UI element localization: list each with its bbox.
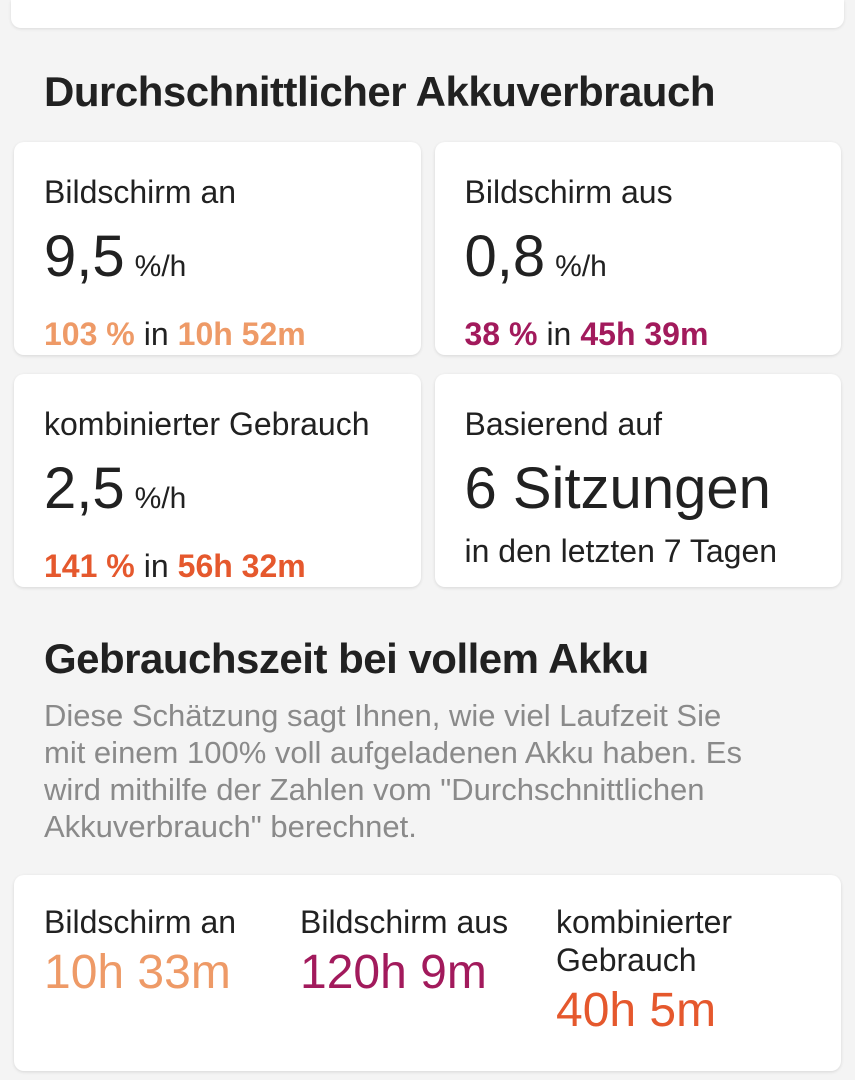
card-based-on-label: Basierend auf xyxy=(464,406,662,442)
card-screen-off-rate: 0,8 %/h xyxy=(465,224,812,305)
card-screen-off-stat: 38 % in 45h 39m xyxy=(465,315,812,353)
stat-connector: in xyxy=(143,316,169,352)
stat-connector: in xyxy=(546,316,572,352)
usage-col-screen-on: Bildschirm an 10h 33m xyxy=(44,903,300,1071)
avg-consumption-grid: Bildschirm an 9,5 %/h 103 % in 10h 52m Bild… xyxy=(14,142,841,587)
usage-time-description: Diese Schätzung sagt Ihnen, wie viel Lau… xyxy=(44,698,742,844)
card-combined-use-stat: 141 % in 56h 32m xyxy=(44,547,391,585)
card-combined-use-label: kombinierter Gebrauch xyxy=(44,406,370,442)
usage-time-card: Bildschirm an 10h 33m Bildschirm aus 120… xyxy=(14,875,841,1071)
avg-consumption-title: Durchschnittlicher Akkuverbrauch xyxy=(44,68,715,115)
card-screen-on-label: Bildschirm an xyxy=(44,174,237,210)
usage-value: 10h 33m xyxy=(44,946,231,999)
usage-value: 40h 5m xyxy=(556,984,717,1037)
card-screen-on: Bildschirm an 9,5 %/h 103 % in 10h 52m xyxy=(14,142,421,355)
usage-label: Bildschirm an xyxy=(44,904,237,940)
card-screen-off-label: Bildschirm aus xyxy=(464,174,673,210)
sessions-period: in den letzten 7 Tagen xyxy=(464,533,778,569)
rate-unit: %/h xyxy=(555,250,607,283)
card-screen-on-rate: 9,5 %/h xyxy=(44,224,391,305)
rate-value: 9,5 xyxy=(44,224,125,289)
stat-duration: 10h 52m xyxy=(177,316,306,352)
previous-card-bottom-edge xyxy=(11,0,844,28)
card-based-on-sessions: Basierend auf 6 Sitzungen in den letzten… xyxy=(434,374,841,587)
stat-percent: 103 % xyxy=(44,316,135,352)
card-combined-use-rate: 2,5 %/h xyxy=(44,456,391,537)
rate-value: 0,8 xyxy=(464,224,546,289)
usage-time-title: Gebrauchszeit bei vollem Akku xyxy=(44,635,649,682)
usage-label: kombinierter Gebrauch xyxy=(556,904,733,978)
usage-label: Bildschirm aus xyxy=(300,904,509,940)
usage-col-combined: kombinierter Gebrauch 40h 5m xyxy=(556,903,811,1071)
stat-duration: 56h 32m xyxy=(177,548,306,584)
stat-percent: 38 % xyxy=(464,316,538,352)
stat-percent: 141 % xyxy=(44,548,135,584)
sessions-count: 6 Sitzungen xyxy=(464,456,771,521)
card-screen-off: Bildschirm aus 0,8 %/h 38 % in 45h 39m xyxy=(434,142,841,355)
card-screen-on-stat: 103 % in 10h 52m xyxy=(44,315,391,353)
card-combined-use: kombinierter Gebrauch 2,5 %/h 141 % in 56h … xyxy=(14,374,421,587)
usage-col-screen-off: Bildschirm aus 120h 9m xyxy=(300,903,556,1071)
usage-value: 120h 9m xyxy=(300,946,487,999)
stat-connector: in xyxy=(143,548,169,584)
stat-duration: 45h 39m xyxy=(580,316,709,352)
rate-value: 2,5 xyxy=(44,456,125,521)
rate-unit: %/h xyxy=(134,482,187,515)
rate-unit: %/h xyxy=(134,250,187,283)
